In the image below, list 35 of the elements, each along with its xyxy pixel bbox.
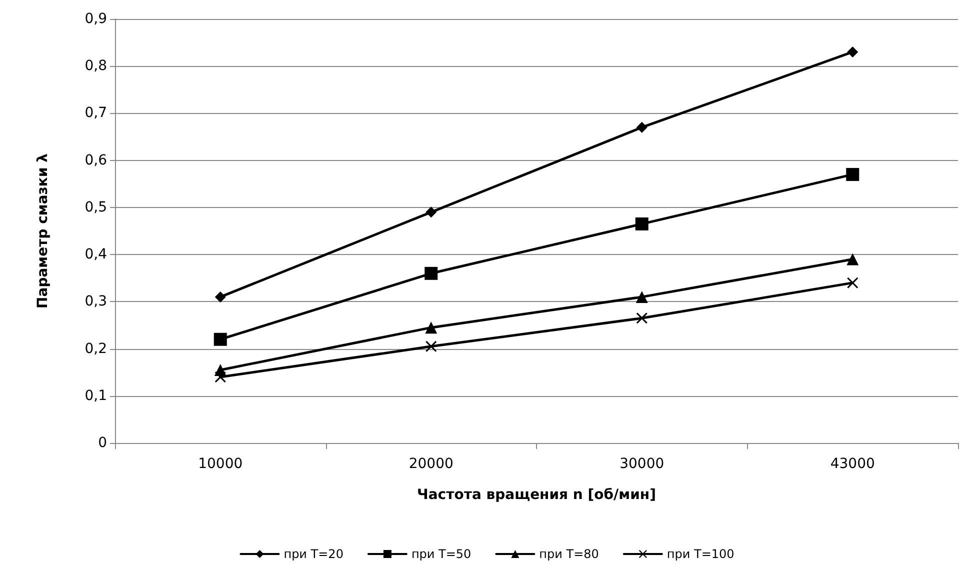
x-tick-label: 10000 (198, 456, 243, 472)
y-tick-label: 0,3 (84, 294, 107, 310)
point (214, 332, 227, 346)
y-axis-title: Параметр смазки λ (35, 153, 51, 308)
x-tick-label: 20000 (408, 456, 454, 472)
y-tick-label: 0,2 (84, 340, 107, 357)
x-tick-label: 30000 (620, 456, 664, 472)
y-tick-label: 0,1 (84, 388, 107, 404)
point (635, 217, 648, 230)
y-tick-label: 0,8 (84, 58, 107, 74)
y-tick-label: 0,6 (84, 152, 108, 168)
y-tick-label: 0,7 (84, 105, 107, 122)
point (214, 372, 226, 383)
legend-label: при T=20 (284, 547, 344, 561)
x-tick-label: 43000 (830, 456, 875, 472)
legend-label: при T=50 (411, 547, 472, 561)
legend-label: при T=100 (666, 547, 734, 561)
point (426, 206, 437, 218)
x-axis-title: Частота вращения n [об/мин] (417, 487, 656, 503)
point (846, 253, 859, 266)
point (636, 312, 648, 324)
point (847, 46, 858, 58)
point (214, 291, 226, 302)
point (425, 322, 438, 334)
y-tick-label: 0,5 (84, 199, 107, 216)
y-tick-label: 0 (98, 435, 107, 451)
point (424, 266, 438, 280)
point (426, 340, 437, 352)
y-tick-label: 0,4 (84, 246, 108, 263)
legend-label: при T=80 (539, 547, 599, 561)
point (636, 122, 648, 133)
point (847, 277, 858, 288)
point (846, 168, 860, 181)
point (636, 290, 648, 303)
y-tick-label: 0,9 (84, 11, 107, 27)
